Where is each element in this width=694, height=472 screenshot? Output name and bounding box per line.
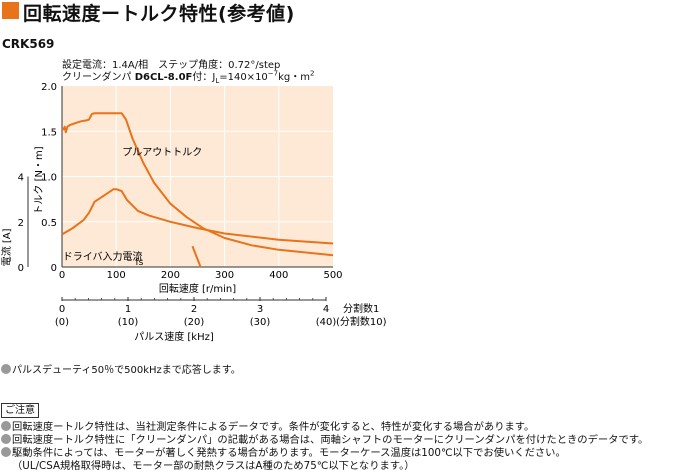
- y-tick-label: 2.0: [41, 82, 57, 93]
- series-lines: [61, 112, 334, 268]
- bullet-icon: [1, 421, 11, 431]
- condition-inertia-unit-exp: 2: [310, 69, 315, 78]
- series-label-current: ドライバ入力電流: [63, 250, 143, 263]
- fs-line: [191, 245, 202, 268]
- caution-item-text: 回転速度ートルク特性は、当社測定条件によるデータです。条件が変化すると、特性が変…: [12, 421, 535, 433]
- page-title: 回転速度ートルク特性(参考値): [23, 3, 295, 25]
- bullet-icon: [1, 364, 11, 374]
- condition-inertia-label: 付：J: [192, 72, 216, 83]
- x-axis-label: 回転速度 [r/min]: [159, 282, 236, 295]
- x-tick-label: 0: [59, 270, 65, 281]
- current-axis-label: 電流 [A]: [0, 228, 13, 266]
- y-axis-label: トルク [N・m]: [33, 146, 45, 214]
- pulse-axis: 0 (0) 1 (10) 2 (20) 3 (30) 4 (40) 分割数1(分割数10) パルス速度…: [55, 297, 387, 343]
- pulse-tick-label: 2: [191, 304, 197, 315]
- plot-gridlines: [62, 86, 333, 267]
- condition-line2: クリーンダンパ D6CL-8.0F付：JL=140×10−7kg・m2: [62, 68, 314, 85]
- y-tick-label: 0: [51, 263, 57, 274]
- y-tick-label: 1.5: [41, 127, 57, 138]
- pulse-tick-label: 3: [257, 304, 263, 315]
- title-marker: [2, 2, 19, 19]
- condition-damper-model: D6CL-8.0F: [134, 72, 193, 83]
- bullet-icon: [1, 434, 11, 444]
- caution-item-3: 駆動条件によっては、モーターが著しく発熱する場合があります。モーターケース温度は…: [1, 444, 566, 459]
- pulse-duty-note: パルスデューティ50％で500kHzまで応答します。: [1, 361, 241, 376]
- caution-title: ご注意: [1, 403, 39, 418]
- pulse-label-div10: (分割数10): [336, 315, 387, 328]
- pulse-tick-label: 4: [323, 304, 329, 315]
- condition-inertia-exp: −7: [267, 69, 279, 78]
- series-line-2: [61, 188, 334, 245]
- pulse-tick-label-div10: (0): [55, 317, 69, 328]
- fs-label: fs: [135, 258, 143, 268]
- tick-labels: 0 100 200 300 400 500 回転速度 [r/min] 0 0.5 1.0 1.5 2.…: [0, 82, 343, 295]
- condition-line1: 設定電流：1.4A/相 ステップ角度：0.72°/step: [62, 60, 281, 71]
- x-tick-label: 500: [323, 270, 342, 281]
- x-tick-label: 100: [107, 270, 126, 281]
- pulse-tick-label-div10: (30): [250, 317, 271, 328]
- caution-item-1: 回転速度ートルク特性は、当社測定条件によるデータです。条件が変化すると、特性が変…: [1, 418, 534, 433]
- series-label-pullout: プルアウトトルク: [122, 147, 202, 159]
- condition-damper-label: クリーンダンパ: [62, 72, 132, 83]
- current-tick-label: 0: [18, 263, 24, 274]
- y-tick-label: 0.5: [41, 218, 57, 229]
- pulse-tick-label: 1: [125, 304, 131, 315]
- caution-item-text: 回転速度ートルク特性に「クリーンダンパ」の記載がある場合は、両軸シャフトのモータ…: [12, 434, 649, 446]
- caution-item-text: 駆動条件によっては、モーターが著しく発熱する場合があります。モーターケース温度は…: [12, 447, 566, 459]
- plot-axes: [27, 86, 333, 268]
- current-tick-label: 2: [18, 218, 24, 229]
- pulse-tick-label-div10: (20): [184, 317, 205, 328]
- caution-sub-note: （UL/CSA規格取得時は、モーター部の耐熱クラスはA種のため75℃以下となりま…: [12, 460, 415, 472]
- condition-inertia-sub: L: [215, 77, 220, 85]
- pulse-tick-label-div10: (10): [118, 317, 139, 328]
- y-tick-label: 1.0: [41, 173, 57, 184]
- condition-inertia-value: =140×10: [219, 72, 268, 83]
- pulse-tick-label: 0: [59, 304, 65, 315]
- bullet-icon: [1, 447, 11, 457]
- pulse-tick-label-div10: (40): [316, 317, 337, 328]
- x-tick-label: 300: [215, 270, 234, 281]
- model-name: CRK569: [2, 37, 55, 51]
- x-tick-label: 400: [269, 270, 288, 281]
- pulse-duty-text: パルスデューティ50％で500kHzまで応答します。: [12, 365, 241, 376]
- pulse-label-div1: 分割数1: [343, 302, 379, 315]
- pulse-axis-label: パルス速度 [kHz]: [134, 330, 214, 343]
- series-line-1: [61, 112, 334, 257]
- caution-item-2: 回転速度ートルク特性に「クリーンダンパ」の記載がある場合は、両軸シャフトのモータ…: [1, 431, 648, 446]
- condition-inertia-unit: kg・m: [278, 72, 311, 83]
- current-tick-label: 4: [18, 173, 24, 184]
- x-tick-label: 200: [161, 270, 180, 281]
